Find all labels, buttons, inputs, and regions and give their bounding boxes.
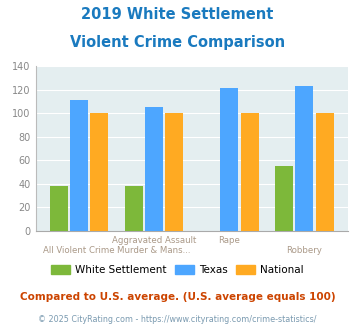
Bar: [220, 88, 238, 231]
Bar: [316, 113, 334, 231]
Text: All Violent Crime: All Violent Crime: [43, 246, 115, 255]
Bar: [275, 166, 293, 231]
Bar: [50, 186, 68, 231]
Text: Rape: Rape: [218, 236, 240, 245]
Bar: [90, 113, 108, 231]
Text: Robbery: Robbery: [286, 246, 322, 255]
Text: Violent Crime Comparison: Violent Crime Comparison: [70, 35, 285, 50]
Bar: [295, 86, 313, 231]
Text: © 2025 CityRating.com - https://www.cityrating.com/crime-statistics/: © 2025 CityRating.com - https://www.city…: [38, 315, 317, 324]
Bar: [70, 100, 88, 231]
Legend: White Settlement, Texas, National: White Settlement, Texas, National: [47, 261, 308, 280]
Text: Murder & Mans...: Murder & Mans...: [118, 246, 191, 255]
Bar: [241, 113, 258, 231]
Text: 2019 White Settlement: 2019 White Settlement: [81, 7, 274, 21]
Text: Aggravated Assault: Aggravated Assault: [112, 236, 196, 245]
Bar: [165, 113, 184, 231]
Bar: [145, 107, 163, 231]
Bar: [125, 186, 143, 231]
Text: Compared to U.S. average. (U.S. average equals 100): Compared to U.S. average. (U.S. average …: [20, 292, 335, 302]
